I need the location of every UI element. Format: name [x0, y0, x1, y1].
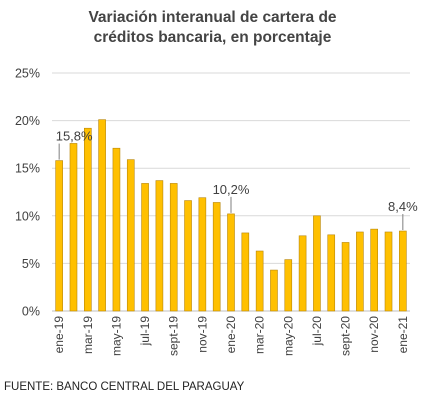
y-tick-label: 20% — [15, 114, 40, 128]
bar-mar-20 — [255, 250, 264, 312]
chart-title: Variación interanual de cartera de crédi… — [0, 8, 425, 48]
x-tick-label: mar-19 — [81, 316, 95, 354]
bar-mar-19 — [84, 127, 92, 312]
y-tick-label: 5% — [22, 257, 40, 271]
bar-nov-19 — [198, 197, 207, 312]
x-tick-label: nov-19 — [195, 316, 209, 353]
x-tick-label: nov-20 — [367, 316, 381, 353]
bar-may-20 — [284, 259, 293, 312]
bar-feb-20 — [241, 232, 250, 312]
bar-may-19 — [112, 147, 121, 312]
data-label: 8,4% — [388, 199, 418, 214]
chart-title-line-2: créditos bancaria, en porcentaje — [93, 29, 332, 46]
bar-jun-19 — [126, 159, 135, 312]
data-label: 15,8% — [56, 129, 93, 144]
bar-jun-20 — [298, 235, 307, 312]
x-tick-label: may-20 — [281, 316, 295, 356]
x-tick-label: mar-20 — [253, 316, 267, 354]
x-tick-label: sept-19 — [167, 316, 181, 356]
bar-jul-19 — [141, 183, 149, 312]
bar-feb-19 — [69, 143, 78, 312]
x-tick-label: jul-19 — [138, 316, 152, 347]
chart-title-line-1: Variación interanual de cartera de — [88, 9, 337, 26]
data-label: 10,2% — [213, 182, 250, 197]
bar-sept-20 — [341, 242, 350, 312]
y-tick-label: 0% — [22, 305, 40, 319]
bar-abr-19 — [98, 119, 106, 312]
bar-nov-20 — [370, 228, 379, 312]
bar-ene-21 — [399, 230, 407, 312]
bar-ene-19 — [55, 160, 63, 312]
y-tick-label: 10% — [15, 209, 40, 223]
bar-abr-20 — [270, 269, 278, 312]
y-tick-label: 25% — [15, 67, 40, 81]
bar-ago-19 — [155, 180, 164, 312]
x-tick-label: ene-21 — [396, 316, 410, 354]
bar-oct-19 — [184, 200, 192, 312]
bar-ago-20 — [327, 234, 336, 312]
x-tick-label: ene-20 — [224, 316, 238, 354]
bar-dic-20 — [384, 231, 393, 312]
y-tick-label: 15% — [15, 162, 40, 176]
x-tick-label: may-19 — [109, 316, 123, 356]
x-tick-label: jul-20 — [310, 316, 324, 347]
bar-oct-20 — [356, 231, 364, 312]
source-note: FUENTE: BANCO CENTRAL DEL PARAGUAY — [4, 381, 245, 393]
bar-chart: 0% 5% 10% 15% 20% 25% ene-19 mar-19 may-19 jul-19… — [15, 67, 418, 357]
x-tick-label: sept-20 — [339, 316, 353, 356]
bar-jul-20 — [313, 215, 321, 312]
bar-ene-20 — [227, 213, 235, 312]
x-tick-label: ene-19 — [52, 316, 66, 354]
bar-sept-19 — [169, 183, 178, 312]
bar-dic-19 — [212, 202, 221, 312]
